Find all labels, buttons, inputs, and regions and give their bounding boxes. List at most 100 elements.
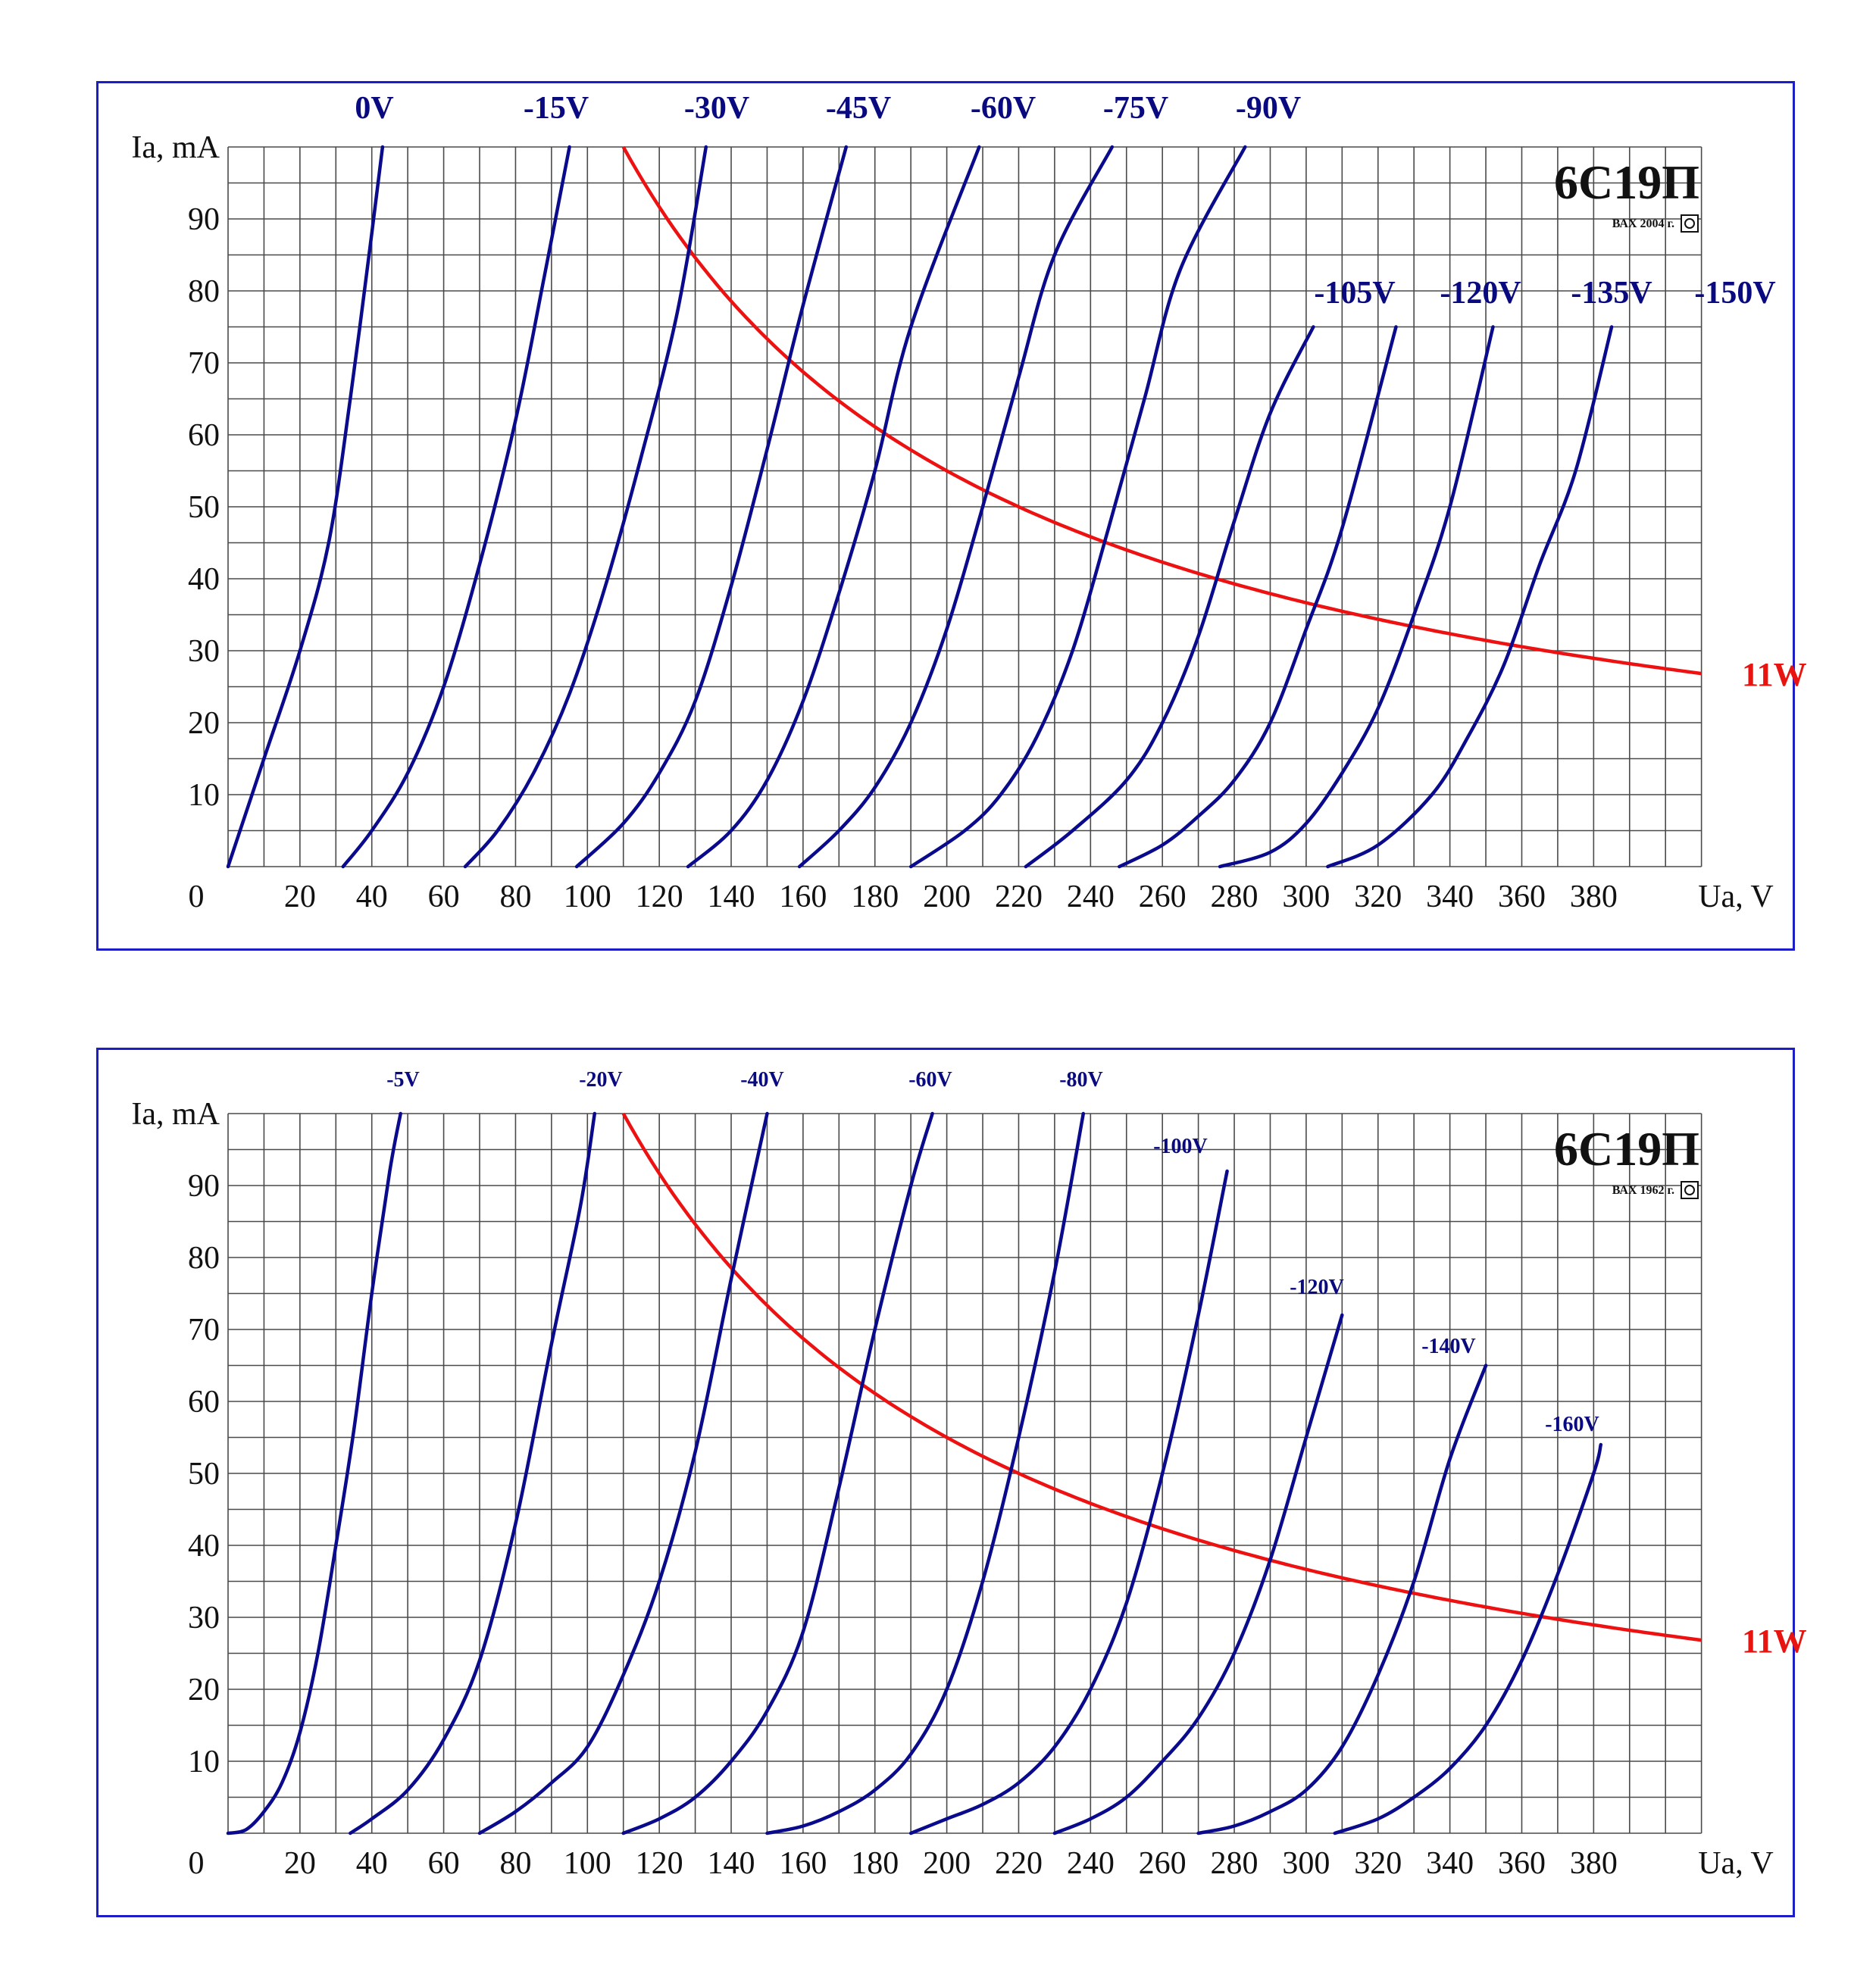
x-tick-label: 340 — [1426, 1846, 1474, 1881]
x-tick-label: 360 — [1498, 1846, 1546, 1881]
curve-label: -80V — [1059, 1068, 1103, 1092]
y-tick-label: 40 — [188, 562, 220, 597]
grid-voltage-curve — [908, 145, 1247, 869]
curve-label: -160V — [1545, 1413, 1599, 1436]
x-axis-label: Ua, V — [1698, 1846, 1774, 1881]
power-dissipation-curve-11w — [621, 1112, 1702, 1642]
grid-voltage-curve — [1333, 1442, 1603, 1835]
x-tick-label: 140 — [708, 879, 755, 914]
grid-voltage-curve — [463, 145, 708, 869]
y-tick-label: 80 — [188, 1241, 220, 1276]
y-tick-label: 40 — [188, 1529, 220, 1564]
x-tick-label: 280 — [1211, 879, 1258, 914]
x-tick-label: 20 — [284, 879, 316, 914]
chart-plot-1962: 20 40 60 80 100 120 140 160 180 200 220 240 260 280 30… — [131, 1068, 1806, 1881]
x-tick-label: 80 — [499, 1846, 531, 1881]
chart-caption: ВАХ 1962 г. — [1612, 1184, 1674, 1197]
curve-label: -20V — [579, 1068, 623, 1092]
grid-voltage-curve — [341, 145, 571, 869]
chart-plot-2004: 20 40 60 80 100 120 140 160 180 200 220 240 260 280 30… — [131, 91, 1806, 914]
x-tick-label: 320 — [1354, 879, 1402, 914]
x-tick-label: 240 — [1067, 879, 1115, 914]
grid-voltage-curve — [226, 145, 385, 869]
x-tick-label: 120 — [636, 1846, 683, 1881]
grid-voltage-curve — [1118, 325, 1398, 869]
x-tick-label: 60 — [428, 879, 460, 914]
y-tick-label: 70 — [188, 1313, 220, 1348]
grid-voltage-curve — [1218, 325, 1495, 869]
x-tick-label: 120 — [636, 879, 683, 914]
x-tick-label: 160 — [779, 879, 827, 914]
y-tick-label: 30 — [188, 634, 220, 669]
chart-caption: ВАХ 2004 г. — [1612, 217, 1674, 230]
publisher-logo-icon — [1681, 1181, 1699, 1199]
curve-label: -40V — [740, 1068, 784, 1092]
grid-voltage-curve — [797, 145, 1115, 869]
y-tick-label: 90 — [188, 202, 220, 237]
curve-label: -90V — [1236, 91, 1301, 126]
y-axis-label: Ia, mA — [131, 130, 220, 165]
origin-label: 0 — [189, 879, 205, 914]
x-tick-label: 340 — [1426, 879, 1474, 914]
curve-label: -30V — [684, 91, 749, 126]
x-tick-label: 320 — [1354, 1846, 1402, 1881]
curve-label: -60V — [971, 91, 1036, 126]
tube-title: 6С19П — [1554, 155, 1699, 209]
grid-voltage-curve — [226, 1111, 402, 1835]
grid-voltage-curve — [349, 1111, 597, 1835]
curve-label: -15V — [524, 91, 589, 126]
tube-title: 6С19П — [1554, 1122, 1699, 1176]
curve-label: -135V — [1571, 276, 1652, 311]
x-tick-label: 160 — [779, 1846, 827, 1881]
x-tick-label: 240 — [1067, 1846, 1115, 1881]
x-tick-label: 140 — [708, 1846, 755, 1881]
x-tick-label: 380 — [1570, 879, 1618, 914]
y-tick-label: 70 — [188, 346, 220, 381]
y-tick-label: 60 — [188, 1385, 220, 1420]
y-tick-label: 60 — [188, 418, 220, 453]
curve-label: -45V — [826, 91, 891, 126]
x-tick-label: 260 — [1139, 879, 1187, 914]
x-tick-label: 40 — [356, 1846, 388, 1881]
x-tick-label: 280 — [1211, 1846, 1258, 1881]
chart-panel-1962: 20 40 60 80 100 120 140 160 180 200 220 240 260 280 30… — [96, 1048, 1807, 1917]
x-tick-label: 220 — [995, 879, 1043, 914]
y-tick-label: 80 — [188, 274, 220, 309]
x-tick-label: 200 — [923, 879, 971, 914]
y-tick-label: 90 — [188, 1169, 220, 1204]
curve-label: 0V — [355, 91, 393, 126]
grid-voltage-curve — [1024, 325, 1315, 869]
x-tick-label: 260 — [1139, 1846, 1187, 1881]
grid — [227, 146, 1702, 867]
grid-voltage-curve — [621, 1111, 934, 1835]
origin-label: 0 — [189, 1846, 205, 1881]
curve-label: -100V — [1153, 1135, 1208, 1158]
grid-voltage-curve — [1052, 1313, 1344, 1835]
y-axis-label: Ia, mA — [131, 1097, 220, 1132]
x-tick-label: 100 — [564, 1846, 611, 1881]
x-tick-label: 300 — [1282, 1846, 1330, 1881]
power-curve-label: 11W — [1742, 656, 1807, 693]
y-tick-label: 50 — [188, 490, 220, 525]
curve-label: -120V — [1290, 1276, 1344, 1299]
curve-label: -105V — [1314, 276, 1395, 311]
y-tick-label: 10 — [188, 778, 220, 813]
grid-voltage-curve — [765, 1111, 1086, 1835]
grid-voltage-curve — [686, 145, 981, 869]
grid-voltage-curve — [1196, 1364, 1488, 1835]
x-tick-label: 300 — [1282, 879, 1330, 914]
y-tick-label: 30 — [188, 1601, 220, 1636]
y-tick-label: 50 — [188, 1457, 220, 1492]
x-tick-label: 80 — [499, 879, 531, 914]
x-tick-label: 360 — [1498, 879, 1546, 914]
grid-voltage-curve — [574, 145, 849, 869]
grid-voltage-curve — [1326, 325, 1614, 869]
x-tick-label: 180 — [851, 879, 899, 914]
grid-voltage-curve — [908, 1169, 1229, 1835]
grid — [227, 1113, 1702, 1834]
x-tick-label: 20 — [284, 1846, 316, 1881]
x-tick-label: 380 — [1570, 1846, 1618, 1881]
x-axis-label: Ua, V — [1698, 879, 1774, 914]
chart-panel-2004: 20 40 60 80 100 120 140 160 180 200 220 240 260 280 30… — [96, 81, 1807, 951]
curve-label: -60V — [908, 1068, 952, 1092]
